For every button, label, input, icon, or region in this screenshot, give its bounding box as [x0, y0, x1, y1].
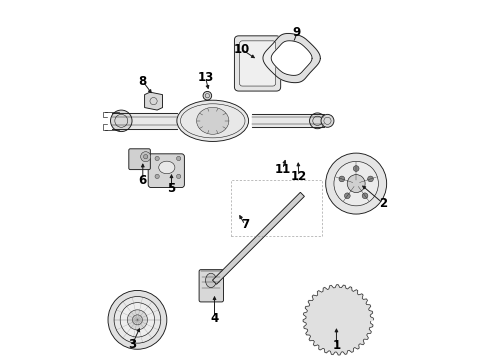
Circle shape	[326, 153, 387, 214]
Polygon shape	[271, 41, 312, 75]
Circle shape	[341, 303, 345, 308]
Circle shape	[323, 326, 329, 331]
Ellipse shape	[177, 100, 248, 141]
Circle shape	[155, 156, 159, 161]
Text: 6: 6	[139, 174, 147, 186]
Circle shape	[321, 114, 334, 127]
Ellipse shape	[196, 107, 229, 134]
Circle shape	[362, 193, 368, 199]
Circle shape	[176, 156, 181, 161]
Text: 13: 13	[197, 71, 214, 84]
FancyBboxPatch shape	[129, 149, 150, 170]
Circle shape	[281, 37, 285, 41]
Circle shape	[347, 175, 365, 193]
Circle shape	[333, 315, 343, 325]
Circle shape	[310, 48, 314, 52]
Text: 4: 4	[210, 311, 219, 325]
Circle shape	[281, 76, 285, 79]
Text: 9: 9	[293, 27, 301, 40]
Circle shape	[298, 76, 302, 79]
Circle shape	[310, 64, 314, 68]
Circle shape	[155, 174, 159, 179]
Polygon shape	[303, 285, 373, 355]
Text: 5: 5	[168, 183, 175, 195]
Circle shape	[323, 309, 329, 314]
Ellipse shape	[205, 273, 216, 288]
Polygon shape	[263, 33, 320, 83]
Text: 1: 1	[332, 339, 341, 352]
FancyBboxPatch shape	[234, 36, 281, 91]
Circle shape	[203, 91, 212, 100]
Text: 10: 10	[233, 42, 249, 55]
Ellipse shape	[159, 161, 175, 174]
Circle shape	[127, 310, 147, 330]
FancyBboxPatch shape	[148, 154, 184, 188]
Ellipse shape	[248, 52, 267, 75]
Circle shape	[298, 37, 302, 41]
Text: 12: 12	[291, 170, 307, 183]
Text: 11: 11	[274, 163, 291, 176]
Circle shape	[313, 295, 364, 345]
Text: 3: 3	[128, 338, 136, 351]
Circle shape	[176, 174, 181, 179]
Circle shape	[111, 110, 132, 132]
Circle shape	[318, 300, 358, 339]
Circle shape	[353, 166, 359, 171]
FancyBboxPatch shape	[199, 270, 223, 302]
Circle shape	[368, 176, 373, 182]
Circle shape	[270, 64, 273, 68]
Text: 7: 7	[241, 218, 249, 231]
Circle shape	[351, 318, 356, 322]
Circle shape	[120, 303, 155, 337]
Circle shape	[108, 291, 167, 349]
Circle shape	[334, 161, 378, 206]
Circle shape	[114, 297, 161, 343]
Polygon shape	[213, 192, 304, 284]
Circle shape	[132, 315, 143, 325]
Circle shape	[344, 193, 350, 199]
Circle shape	[144, 154, 148, 159]
Circle shape	[339, 176, 344, 182]
Circle shape	[270, 48, 273, 52]
Circle shape	[341, 332, 345, 337]
Text: 8: 8	[139, 75, 147, 88]
Circle shape	[310, 113, 325, 129]
Polygon shape	[145, 92, 163, 110]
Circle shape	[141, 152, 151, 162]
Circle shape	[327, 309, 349, 330]
Text: 2: 2	[379, 197, 387, 210]
FancyBboxPatch shape	[240, 41, 276, 86]
